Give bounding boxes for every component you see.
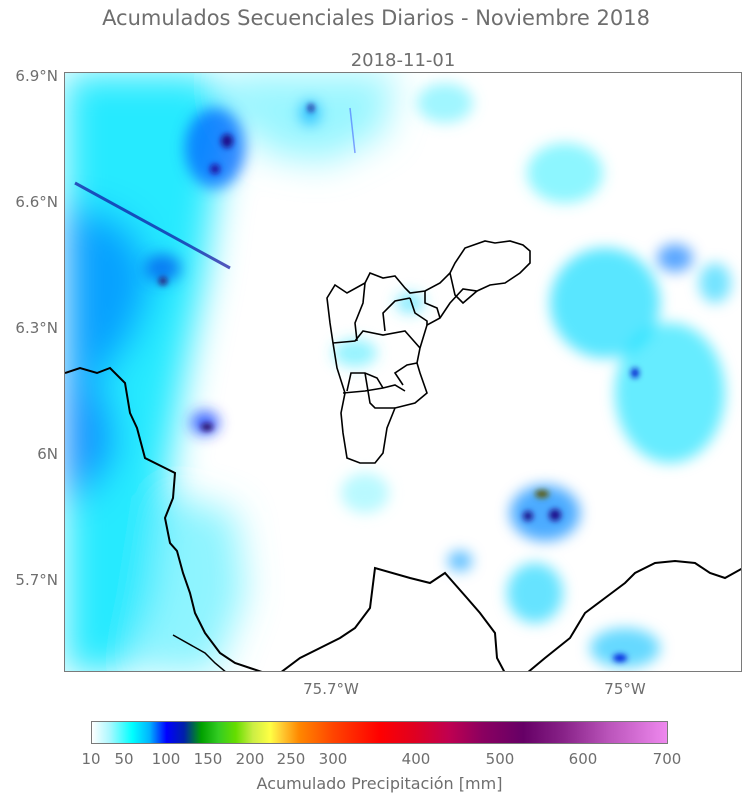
colorbar-tick-150: 150 [193,750,223,768]
map-canvas [65,73,741,671]
lat-tick-6-9: 6.9°N [15,67,58,85]
colorbar-tick-400: 400 [401,750,431,768]
colorbar-tick-300: 300 [318,750,348,768]
precip-west-band [65,73,395,671]
precip-streak-2 [349,107,356,154]
colorbar-tick-500: 500 [485,750,515,768]
lat-tick-5-7: 5.7°N [15,571,58,589]
colorbar-tick-700: 700 [652,750,682,768]
lat-tick-6: 6N [37,445,58,463]
colorbar-tick-10: 10 [81,750,101,768]
precipitation-map [64,72,742,672]
colorbar-tick-600: 600 [568,750,598,768]
colorbar-tick-250: 250 [276,750,306,768]
department-border-west [65,366,263,671]
department-border-southwest [172,634,226,671]
colorbar-label: Acumulado Precipitación [mm] [256,774,503,793]
department-border-southeast [527,559,741,671]
figure-suptitle: Acumulados Secuenciales Diarios - Noviem… [102,6,650,30]
department-border-south [281,566,506,671]
map-date-title: 2018-11-01 [350,50,456,71]
precip-streak [74,181,231,270]
precip-cores [159,104,639,662]
lon-tick-75-7: 75.7°W [303,680,359,698]
lat-tick-6-3: 6.3°N [15,319,58,337]
lon-tick-75: 75°W [604,680,646,698]
lat-tick-6-6: 6.6°N [15,193,58,211]
municipality-borders [326,240,531,464]
colorbar-tick-100: 100 [151,750,181,768]
colorbar [91,721,668,744]
colorbar-tick-50: 50 [114,750,134,768]
colorbar-tick-200: 200 [235,750,265,768]
precip-cells [145,83,731,668]
